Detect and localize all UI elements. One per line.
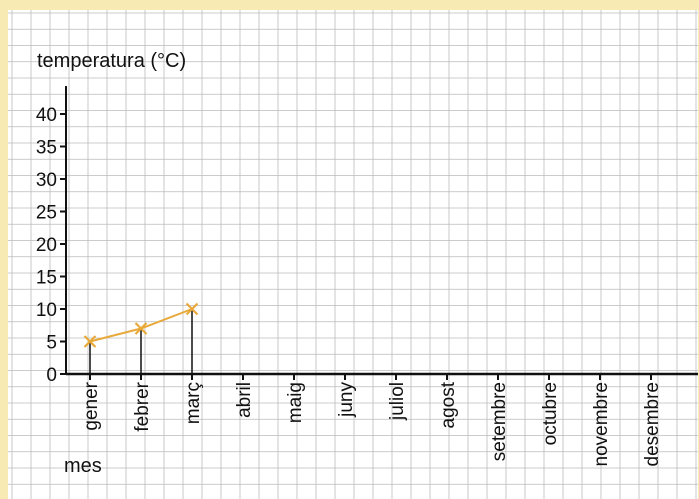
y-tick-label: 40 bbox=[36, 105, 57, 126]
x-tick-label: setembre bbox=[489, 382, 510, 461]
y-tick-label: 5 bbox=[46, 333, 57, 354]
x-tick-label: gener bbox=[81, 381, 102, 430]
y-tick-label: 0 bbox=[46, 365, 57, 386]
y-tick-label: 30 bbox=[36, 170, 57, 191]
data-point-marker bbox=[185, 302, 199, 316]
x-tick-label: agost bbox=[438, 381, 459, 428]
x-tick-label: abril bbox=[234, 382, 255, 418]
y-tick-label: 15 bbox=[36, 268, 57, 289]
x-tick-label: febrer bbox=[132, 381, 153, 431]
x-axis-title: mes bbox=[64, 455, 102, 477]
x-axis-ticks: gener febrer març abril maig juny juliol agost s… bbox=[81, 374, 663, 467]
x-tick-label: maig bbox=[285, 382, 306, 423]
series-group bbox=[83, 302, 199, 348]
x-tick-label: octubre bbox=[540, 382, 561, 445]
y-axis-title: temperatura (°C) bbox=[37, 50, 186, 72]
data-point-marker bbox=[83, 335, 97, 348]
y-tick-label: 20 bbox=[36, 235, 57, 256]
grid-lines bbox=[8, 10, 698, 499]
y-tick-label: 35 bbox=[36, 138, 57, 159]
y-tick-label: 10 bbox=[36, 300, 57, 321]
x-tick-label: novembre bbox=[591, 382, 612, 467]
x-tick-label: juliol bbox=[387, 382, 408, 421]
y-axis-ticks: 0 5 10 15 20 25 30 35 40 bbox=[36, 105, 66, 386]
value-drop-lines bbox=[89, 309, 193, 374]
x-tick-label: març bbox=[183, 382, 204, 424]
x-tick-label: desembre bbox=[642, 382, 663, 467]
data-point-marker bbox=[134, 322, 148, 335]
grid-paper bbox=[8, 10, 698, 499]
x-tick-label: juny bbox=[336, 382, 357, 418]
y-tick-label: 25 bbox=[36, 203, 57, 224]
